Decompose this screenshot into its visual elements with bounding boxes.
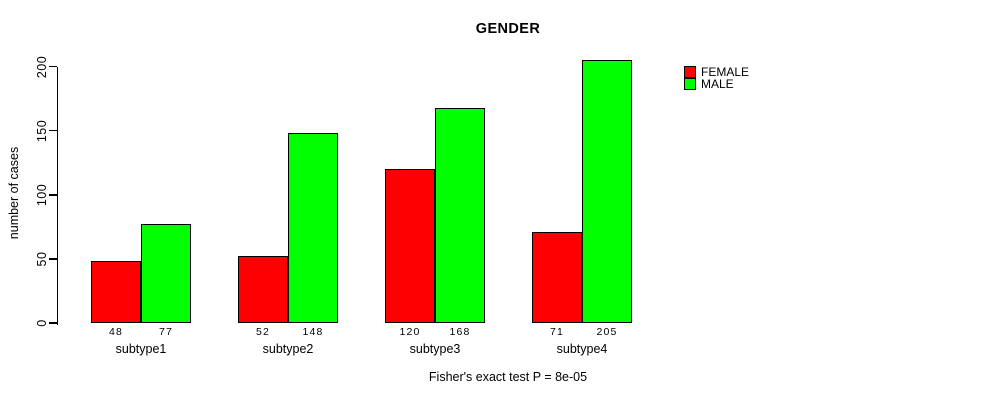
y-axis-label: number of cases bbox=[7, 146, 21, 240]
bar-male-subtype4 bbox=[582, 60, 632, 323]
y-axis-tick-label: 150 bbox=[35, 119, 49, 142]
bar-male-subtype3 bbox=[435, 107, 485, 323]
y-axis-tick bbox=[48, 194, 57, 196]
legend: FEMALE MALE bbox=[684, 65, 750, 91]
x-category-label: subtype3 bbox=[409, 342, 461, 356]
bar-value-label: 71 bbox=[549, 326, 565, 338]
legend-item: MALE bbox=[684, 77, 749, 91]
bar-value-label: 148 bbox=[302, 326, 324, 338]
y-axis-tick bbox=[48, 258, 57, 260]
legend-label: FEMALE bbox=[701, 65, 750, 79]
y-axis-tick bbox=[48, 322, 57, 324]
x-category-label: subtype2 bbox=[262, 342, 314, 356]
bar-female-subtype2 bbox=[238, 256, 288, 323]
y-axis-line bbox=[56, 66, 58, 325]
bar-value-label: 77 bbox=[158, 326, 174, 338]
x-category-label: subtype1 bbox=[115, 342, 167, 356]
x-category-label: subtype4 bbox=[556, 342, 608, 356]
legend-swatch-female bbox=[684, 66, 696, 78]
bar-male-subtype2 bbox=[288, 133, 338, 323]
bar-female-subtype4 bbox=[532, 231, 582, 323]
annotation-text: Fisher's exact test P = 8e-05 bbox=[428, 370, 588, 384]
bar-value-label: 168 bbox=[449, 326, 471, 338]
y-axis-tick-label: 0 bbox=[35, 319, 49, 327]
bar-value-label: 52 bbox=[255, 326, 271, 338]
bar-female-subtype3 bbox=[385, 169, 435, 323]
y-axis-tick-label: 100 bbox=[35, 183, 49, 206]
legend-item: FEMALE bbox=[684, 65, 750, 79]
legend-label: MALE bbox=[701, 77, 734, 91]
bar-value-label: 205 bbox=[596, 326, 618, 338]
bar-male-subtype1 bbox=[141, 224, 191, 323]
y-axis-tick bbox=[48, 129, 57, 132]
y-axis-tick-label: 200 bbox=[35, 55, 49, 78]
chart-title: GENDER bbox=[475, 21, 541, 37]
bar-female-subtype1 bbox=[91, 261, 141, 323]
bar-value-label: 120 bbox=[399, 326, 421, 338]
legend-swatch-male bbox=[684, 78, 696, 90]
y-axis-tick bbox=[48, 65, 57, 68]
y-axis-tick-label: 50 bbox=[35, 251, 49, 267]
bar-value-label: 48 bbox=[108, 326, 124, 338]
